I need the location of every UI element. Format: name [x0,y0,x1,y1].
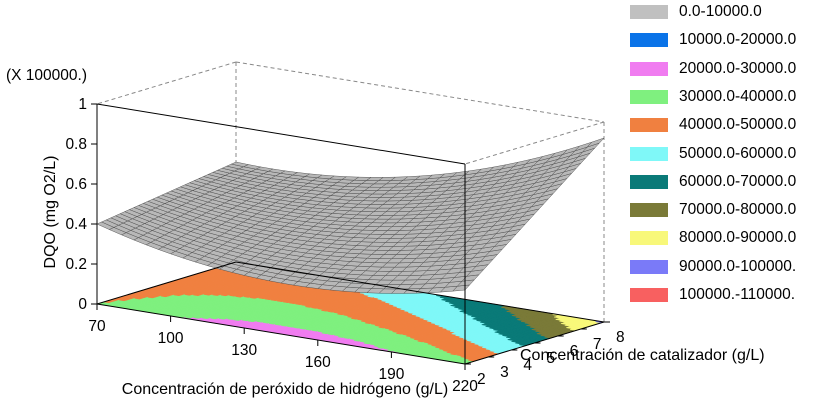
z-tick-label: 0.4 [65,216,87,233]
z-axis-label: DQO (mg O2/L) [42,156,59,269]
back-edge [235,61,605,123]
legend-item: 60000.0-70000.0 [630,171,796,193]
legend-swatch [630,231,668,246]
legend-swatch [630,89,668,104]
legend-label: 50000.0-60000.0 [679,144,797,162]
x-tick-label: 220 [452,378,478,395]
z-tick-label: 0.8 [65,136,87,153]
legend-swatch [630,61,668,76]
legend-label: 20000.0-30000.0 [679,59,797,77]
y-tick-label: 3 [500,364,509,381]
legend-item: 80000.0-90000.0 [630,227,796,249]
legend-item: 90000.0-100000. [630,256,796,278]
legend-swatch [630,5,668,19]
contour-floor [96,261,605,365]
legend-item: 100000.-110000. [630,284,795,306]
legend-label: 30000.0-40000.0 [679,87,797,105]
legend-swatch [630,203,668,218]
legend-swatch [630,146,668,161]
z-tick-label: 1 [78,96,87,113]
legend-label: 60000.0-70000.0 [679,172,797,190]
z-tick-label: 0 [78,296,87,313]
legend-item: 20000.0-30000.0 [630,58,796,80]
legend-item: 10000.0-20000.0 [630,29,796,51]
legend-label: 90000.0-100000. [679,257,797,275]
x-tick-label: 160 [305,354,331,371]
response-surface [96,137,605,294]
legend-item: 50000.0-60000.0 [630,143,796,165]
x-axis-label: Concentración de peróxido de hidrógeno (… [122,381,448,398]
legend-item: 70000.0-80000.0 [630,199,796,221]
x-tick-label: 70 [88,318,106,335]
legend-swatch [630,259,668,274]
legend-label: 100000.-110000. [679,286,796,303]
legend-label: 70000.0-80000.0 [679,201,797,219]
legend-label: 0.0-10000.0 [679,3,762,20]
scale-label: (X 100000.) [6,67,87,84]
back-edge [96,61,237,105]
legend-swatch [630,174,668,189]
z-tick-label: 0.6 [65,176,87,193]
front-edge [96,103,466,165]
legend-item: 30000.0-40000.0 [630,86,796,108]
x-tick-label: 100 [158,330,184,347]
y-tick-label: 2 [477,371,486,388]
legend-item: 40000.0-50000.0 [630,114,796,136]
y-axis-label: Concentración de catalizador (g/L) [520,347,765,364]
legend-item: 0.0-10000.0 [630,1,762,23]
x-tick-label: 130 [231,342,257,359]
legend-swatch [630,288,668,302]
z-tick-label: 0.2 [65,256,87,273]
y-tick-label: 8 [616,329,625,346]
legend-label: 80000.0-90000.0 [679,229,797,247]
legend-label: 40000.0-50000.0 [679,116,797,134]
legend-label: 10000.0-20000.0 [679,31,797,49]
legend-swatch [630,33,668,48]
legend-swatch [630,118,668,133]
